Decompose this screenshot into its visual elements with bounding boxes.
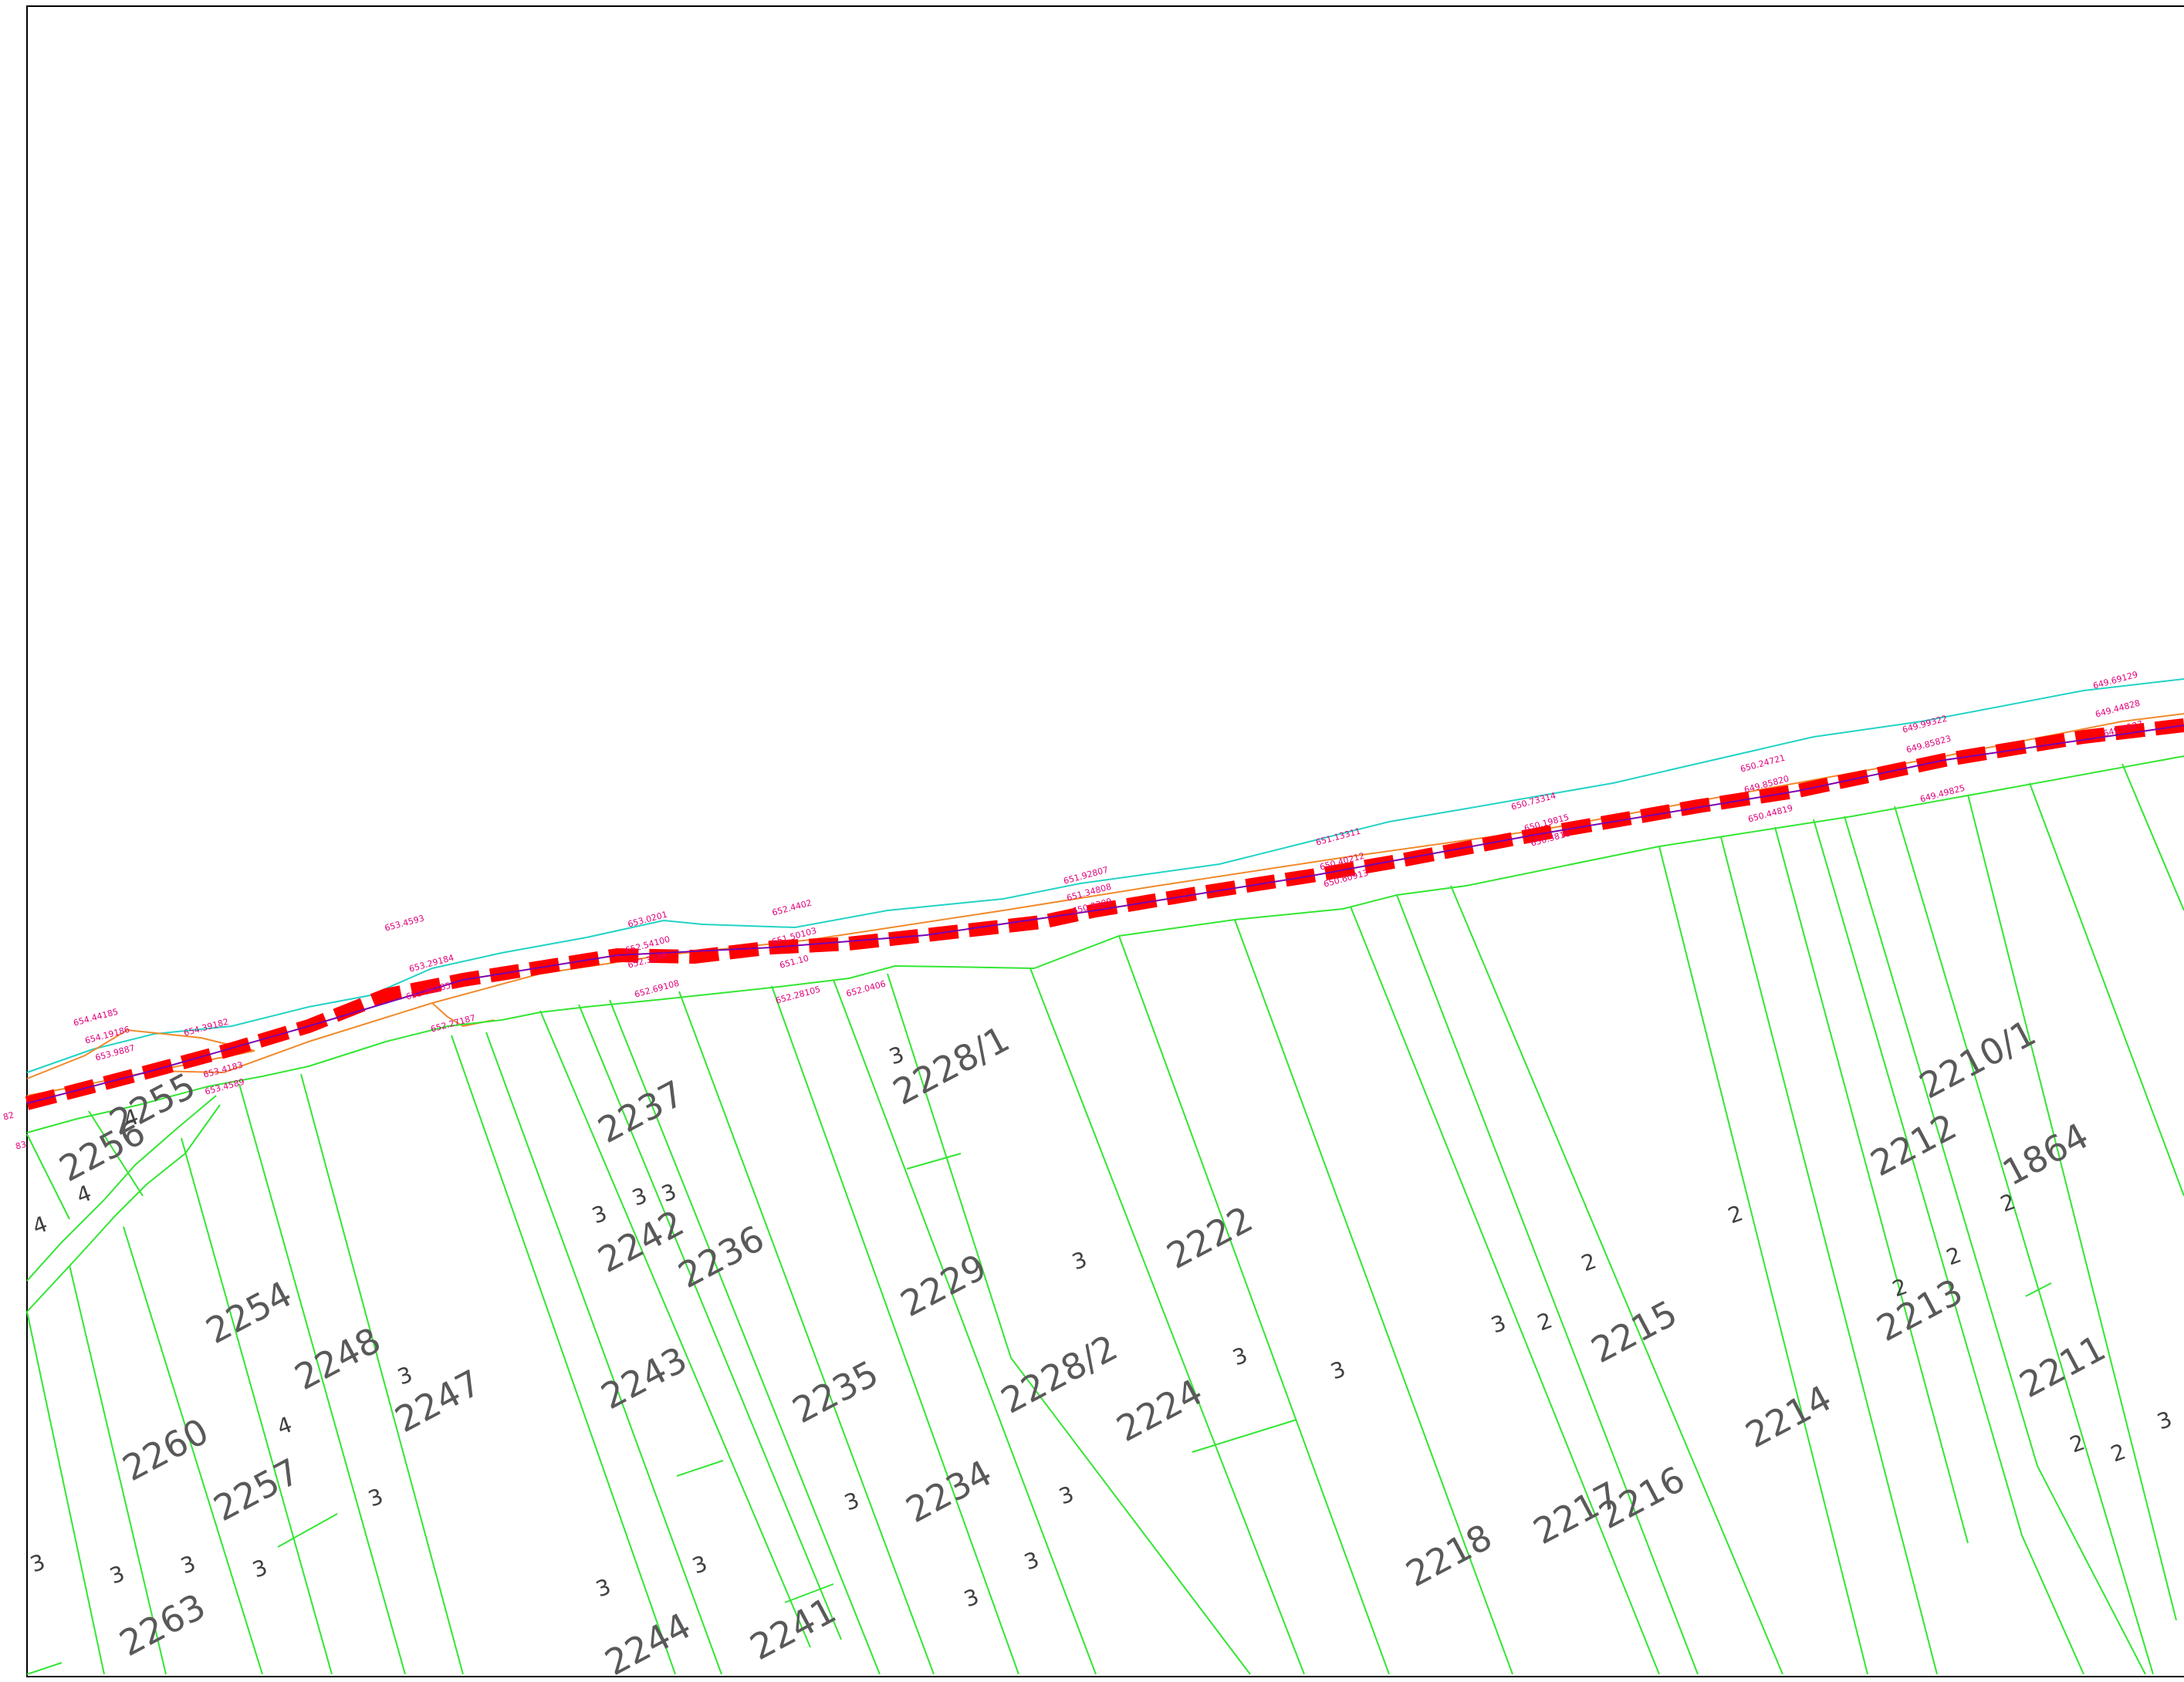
soil-class-label: 2 bbox=[1578, 1248, 1600, 1277]
elevation-label: 652.69108 bbox=[634, 978, 681, 1000]
elevation-label: 650.24721 bbox=[1739, 753, 1787, 775]
parcel-number-label: 2210/1 bbox=[1912, 1012, 2042, 1107]
parcel-number-label: 2236 bbox=[671, 1218, 771, 1297]
soil-class-label: 4 bbox=[274, 1412, 296, 1441]
soil-class-label: 3 bbox=[1056, 1481, 1077, 1510]
elevation-label: 652.4402 bbox=[771, 898, 813, 918]
soil-class-label: 2 bbox=[1534, 1308, 1556, 1336]
parcel-number-label: 2257 bbox=[207, 1451, 306, 1530]
soil-class-label: 4 bbox=[29, 1211, 51, 1240]
soil-class-label: 3 bbox=[961, 1584, 982, 1613]
soil-class-label: 3 bbox=[2154, 1407, 2176, 1435]
soil-class-label: 3 bbox=[689, 1551, 711, 1579]
soil-class-label: 2 bbox=[1889, 1274, 1911, 1302]
elevation-label: 653.4589 bbox=[204, 1077, 245, 1097]
elevation-label: 650.44819 bbox=[1747, 803, 1794, 825]
parcel-number-label: 2212 bbox=[1864, 1106, 1963, 1185]
elevation-label: 652.28105 bbox=[775, 985, 822, 1006]
soil-class-label: 3 bbox=[27, 1549, 49, 1578]
elevation-label: 654.39182 bbox=[183, 1017, 230, 1039]
parcel-number-label: 2224 bbox=[1110, 1371, 1209, 1451]
elevation-label: 83 bbox=[15, 1140, 28, 1152]
parcel-number-label: 2211 bbox=[2013, 1327, 2112, 1407]
parcel-number-label: 2216 bbox=[1592, 1458, 1692, 1538]
elevation-label: 649.49825 bbox=[1919, 783, 1966, 805]
parcel-number-label: 2254 bbox=[199, 1273, 299, 1353]
parcel-number-label: 2222 bbox=[1160, 1198, 1259, 1278]
soil-class-label: 3 bbox=[1069, 1247, 1090, 1275]
parcel-number-label: 2248 bbox=[288, 1319, 387, 1399]
elevation-label: 649.85823 bbox=[1905, 734, 1952, 755]
elevation-label: 653.0201 bbox=[627, 910, 668, 930]
soil-class-label: 2 bbox=[2108, 1439, 2129, 1468]
elevation-label: 652.27187 bbox=[430, 1013, 477, 1035]
soil-class-label: 3 bbox=[249, 1555, 271, 1583]
route-line bbox=[25, 718, 2184, 1110]
elevation-label: 654.44185 bbox=[73, 1007, 120, 1028]
parcel-number-label: 2243 bbox=[594, 1339, 694, 1418]
soil-class-label: 3 bbox=[365, 1484, 387, 1512]
elevation-label: 653.4593 bbox=[384, 914, 425, 934]
parcel-number-label: 2229 bbox=[894, 1246, 993, 1326]
parcel-number-label: 2263 bbox=[113, 1586, 212, 1665]
elevation-label: 82 bbox=[2, 1110, 15, 1123]
elevation-label: 651.13311 bbox=[1315, 826, 1362, 848]
soil-class-label: 3 bbox=[589, 1201, 610, 1229]
soil-class-label: 2 bbox=[1725, 1201, 1746, 1229]
elevation-label: 653.4183 bbox=[202, 1060, 244, 1080]
soil-class-label: 3 bbox=[1488, 1310, 1510, 1339]
parcel-number-label: 2244 bbox=[598, 1605, 698, 1682]
map-frame bbox=[26, 5, 2184, 1677]
parcel-number-label: 2260 bbox=[116, 1410, 215, 1490]
elevation-label: 649.44828 bbox=[2094, 698, 2142, 720]
parcel-number-label: 2235 bbox=[786, 1353, 885, 1432]
elevation-label: 649.69129 bbox=[2092, 670, 2139, 691]
soil-class-label: 3 bbox=[1021, 1547, 1043, 1576]
parcel-label-layer: 2256225522542260225722632248224722372242… bbox=[52, 1012, 2112, 1682]
parcel-number-label: 2228/2 bbox=[994, 1326, 1124, 1422]
route-center bbox=[26, 724, 2184, 1104]
elevation-label: 653.29184 bbox=[408, 953, 455, 974]
parcel-number-label: 2214 bbox=[1739, 1377, 1838, 1457]
parcel-number-label: 2218 bbox=[1399, 1516, 1499, 1596]
parcel-number-label: 2237 bbox=[591, 1072, 691, 1152]
soil-class-label: 2 bbox=[1943, 1242, 1965, 1271]
elevation-label: 649.99322 bbox=[1902, 714, 1949, 735]
parcel-boundaries bbox=[26, 755, 2184, 1675]
soil-class-label: 3 bbox=[177, 1551, 199, 1579]
soil-class-label: 3 bbox=[593, 1574, 614, 1603]
parcel-number-label: 2213 bbox=[1870, 1271, 1969, 1350]
soil-class-label: 3 bbox=[106, 1561, 128, 1589]
soil-class-label: 3 bbox=[841, 1488, 863, 1516]
soil-class-label: 3 bbox=[886, 1042, 908, 1070]
parcel-number-label: 2215 bbox=[1584, 1292, 1684, 1372]
soil-class-label: 3 bbox=[1229, 1343, 1251, 1371]
elevation-label: 651.10 bbox=[779, 953, 810, 971]
soil-class-label: 3 bbox=[1327, 1356, 1349, 1385]
parcel-number-label: 1864 bbox=[1996, 1115, 2095, 1194]
soil-class-label: 3 bbox=[394, 1362, 416, 1390]
parcel-number-label: 2234 bbox=[899, 1452, 999, 1532]
elevation-label: 652.0406 bbox=[845, 979, 887, 999]
elevation-label: 650.73314 bbox=[1510, 791, 1557, 812]
upper-edge-line bbox=[26, 678, 2184, 1073]
soil-class-label: 3 bbox=[629, 1183, 651, 1211]
soil-class-label: 4 bbox=[73, 1180, 95, 1209]
parcel-number-label: 2241 bbox=[743, 1589, 843, 1669]
